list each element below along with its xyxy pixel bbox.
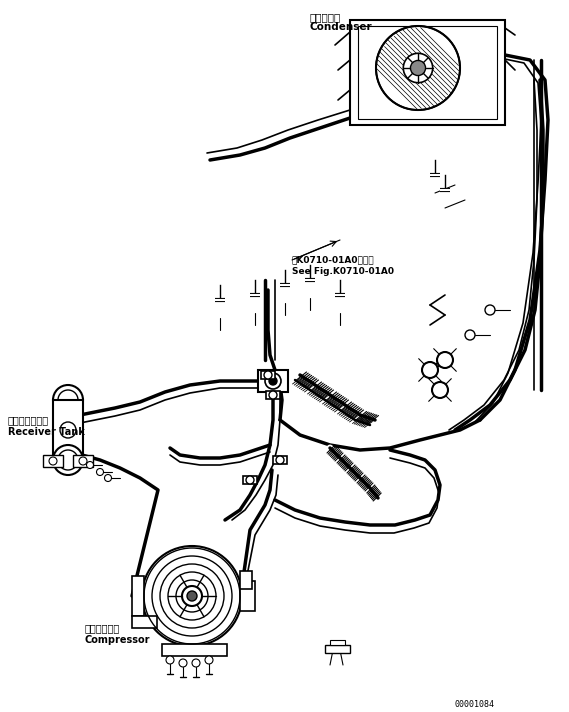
Circle shape <box>437 352 453 368</box>
Bar <box>132 576 144 616</box>
Circle shape <box>422 362 438 378</box>
Bar <box>162 644 227 656</box>
Bar <box>243 476 257 484</box>
Text: Receiver Tank: Receiver Tank <box>8 427 85 437</box>
Circle shape <box>86 461 93 468</box>
Bar <box>273 456 287 464</box>
Bar <box>132 616 157 628</box>
Circle shape <box>192 659 200 667</box>
Bar <box>43 455 63 467</box>
Bar <box>240 581 255 611</box>
Bar <box>73 455 93 467</box>
Text: Compressor: Compressor <box>85 635 150 645</box>
Text: See Fig.K0710-01A0: See Fig.K0710-01A0 <box>292 267 394 276</box>
Circle shape <box>79 457 87 465</box>
Circle shape <box>269 391 277 399</box>
Text: コンプレッサ: コンプレッサ <box>85 623 120 633</box>
Circle shape <box>264 371 272 379</box>
Circle shape <box>58 390 78 410</box>
Circle shape <box>246 476 254 484</box>
Bar <box>258 370 288 392</box>
Circle shape <box>49 457 57 465</box>
Text: 00001084: 00001084 <box>455 700 495 709</box>
Circle shape <box>53 445 83 475</box>
Circle shape <box>142 546 242 646</box>
Bar <box>261 371 275 379</box>
Circle shape <box>432 382 448 398</box>
Bar <box>330 640 345 645</box>
Circle shape <box>265 373 281 389</box>
Circle shape <box>182 586 202 606</box>
Circle shape <box>97 468 104 476</box>
Circle shape <box>205 656 213 664</box>
Text: コンデンサ: コンデンサ <box>310 12 341 22</box>
Circle shape <box>105 474 112 481</box>
Circle shape <box>58 450 78 470</box>
Circle shape <box>465 330 475 340</box>
Circle shape <box>276 456 284 464</box>
Text: レシーバタンク: レシーバタンク <box>8 415 49 425</box>
Circle shape <box>166 656 174 664</box>
Bar <box>358 26 497 119</box>
Text: 第K0710-01A0図参照: 第K0710-01A0図参照 <box>292 255 374 264</box>
Circle shape <box>269 377 277 385</box>
Bar <box>325 645 350 653</box>
Circle shape <box>60 422 76 438</box>
Bar <box>240 571 252 589</box>
Circle shape <box>410 61 426 75</box>
Circle shape <box>376 26 460 110</box>
Circle shape <box>53 385 83 415</box>
Circle shape <box>179 659 187 667</box>
Text: Condenser: Condenser <box>310 22 373 32</box>
Bar <box>266 391 280 399</box>
Bar <box>53 400 83 460</box>
Circle shape <box>485 305 495 315</box>
Circle shape <box>187 591 197 601</box>
Bar <box>350 20 505 125</box>
Circle shape <box>403 53 432 83</box>
